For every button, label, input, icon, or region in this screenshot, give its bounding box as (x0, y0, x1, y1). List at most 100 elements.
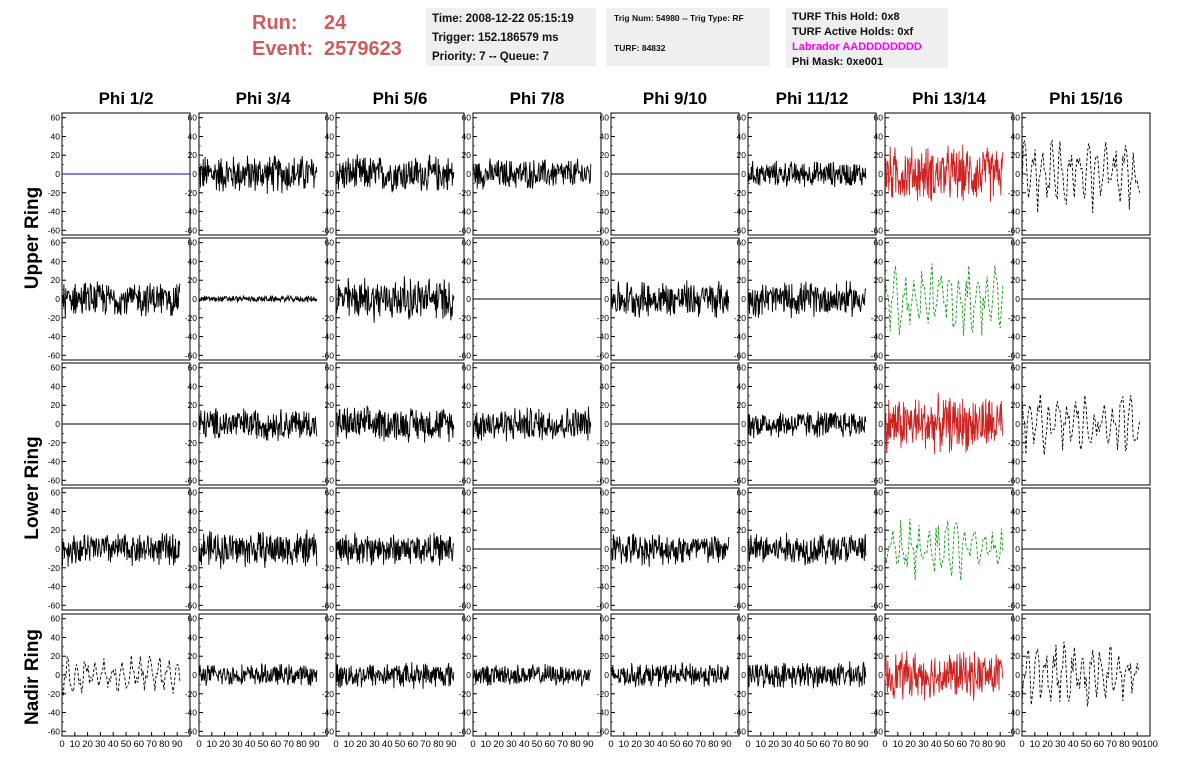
y-tick-label-r4-c8: -60 (1008, 600, 1021, 610)
y-tick-label-r2-c6: -40 (734, 332, 747, 342)
waveform-r2-c1 (61, 281, 181, 318)
y-tick-label-r4-c7: -20 (871, 563, 884, 573)
y-tick-label-r4-c7: 0 (878, 544, 883, 554)
y-tick-label-r4-c8: 0 (1015, 544, 1020, 554)
x-tick-label-c3: 20 (356, 739, 367, 750)
x-tick-label-c2: 70 (283, 739, 294, 750)
time-info-box: Time: 2008-12-22 05:15:19 Trigger: 152.1… (426, 8, 596, 66)
y-tick-label-r1-c6: 20 (737, 150, 747, 160)
y-tick-label-r1-c6: 40 (737, 131, 747, 141)
y-tick-label-r2-c4: -20 (459, 313, 472, 323)
y-tick-label-r3-c8: 0 (1015, 419, 1020, 429)
y-tick-label-r1-c5: -60 (597, 225, 610, 235)
waveform-r4-c7 (884, 518, 1004, 581)
y-tick-label-r1-c7: 60 (874, 113, 884, 123)
y-tick-label-r2-c7: 60 (874, 238, 884, 248)
y-tick-label-r1-c3: 40 (325, 131, 335, 141)
x-tick-label-c2: 40 (245, 739, 256, 750)
y-tick-label-r2-c3: -60 (322, 350, 335, 360)
y-tick-label-r5-c2: -60 (185, 726, 198, 736)
y-tick-label-r5-c8: -40 (1008, 708, 1021, 718)
y-tick-label-r3-c4: 40 (462, 381, 472, 391)
x-tick-label-c6: 90 (858, 739, 869, 750)
y-tick-label-r1-c8: 0 (1015, 169, 1020, 179)
x-tick-label-c8: 60 (1094, 739, 1105, 750)
x-tick-label-c8: 80 (1119, 739, 1130, 750)
y-tick-label-r2-c8: 60 (1011, 238, 1021, 248)
y-tick-label-r1-c5: 60 (600, 113, 610, 123)
y-tick-label-r1-c3: 0 (329, 169, 334, 179)
y-tick-label-r4-c2: -40 (185, 582, 198, 592)
y-tick-label-r1-c4: 40 (462, 131, 472, 141)
y-tick-label-r1-c4: -60 (459, 225, 472, 235)
y-tick-label-r1-c7: 0 (878, 169, 883, 179)
y-tick-label-r1-c2: 40 (188, 131, 198, 141)
x-tick-label-c8: 100 (1142, 739, 1158, 750)
y-tick-label-r3-c5: 40 (600, 381, 610, 391)
y-tick-label-r3-c2: 0 (192, 419, 197, 429)
y-tick-label-r1-c5: 40 (600, 131, 610, 141)
x-tick-label-c8: 40 (1068, 739, 1079, 750)
y-tick-label-r1-c5: -40 (597, 207, 610, 217)
y-tick-label-r4-c7: 20 (874, 525, 884, 535)
y-tick-label-r1-c2: 60 (188, 113, 198, 123)
x-tick-label-c7: 30 (918, 739, 929, 750)
y-tick-label-r2-c5: -20 (597, 313, 610, 323)
y-tick-label-r2-c1: 60 (51, 238, 61, 248)
y-tick-label-r2-c7: 40 (874, 256, 884, 266)
waveform-r5-c3 (335, 662, 455, 689)
y-tick-label-r1-c5: 20 (600, 150, 610, 160)
y-tick-label-r1-c8: -40 (1008, 207, 1021, 217)
y-tick-label-r1-c7: -60 (871, 225, 884, 235)
x-tick-label-c1: 30 (95, 739, 106, 750)
y-tick-label-r4-c5: -40 (597, 582, 610, 592)
y-tick-label-r3-c6: -40 (734, 457, 747, 467)
panel-frame-r5-c4 (472, 613, 602, 737)
x-tick-label-c6: 80 (845, 739, 856, 750)
y-tick-label-r5-c5: -20 (597, 689, 610, 699)
x-tick-label-c6: 50 (807, 739, 818, 750)
y-tick-label-r5-c7: -20 (871, 689, 884, 699)
y-tick-label-r2-c3: -40 (322, 332, 335, 342)
y-tick-label-r5-c3: -60 (322, 726, 335, 736)
y-tick-label-r5-c1: -60 (48, 726, 61, 736)
y-tick-label-r3-c2: -40 (185, 457, 198, 467)
y-tick-label-r4-c7: 60 (874, 488, 884, 498)
y-tick-label-r1-c8: -60 (1008, 225, 1021, 235)
y-tick-label-r5-c3: 60 (325, 614, 335, 624)
y-tick-label-r5-c6: 60 (737, 614, 747, 624)
y-tick-label-r2-c2: -40 (185, 332, 198, 342)
y-tick-label-r2-c7: -60 (871, 350, 884, 360)
x-tick-label-c4: 60 (545, 739, 556, 750)
y-tick-label-r3-c5: 20 (600, 400, 610, 410)
x-tick-label-c8: 30 (1055, 739, 1066, 750)
y-tick-label-r2-c7: -40 (871, 332, 884, 342)
y-tick-label-r5-c3: -20 (322, 689, 335, 699)
y-tick-label-r2-c2: 40 (188, 256, 198, 266)
y-tick-label-r5-c5: 60 (600, 614, 610, 624)
y-tick-label-r3-c6: 40 (737, 381, 747, 391)
waveform-r2-c2 (198, 294, 318, 304)
y-tick-label-r2-c6: -60 (734, 350, 747, 360)
y-tick-label-r5-c6: 0 (741, 670, 746, 680)
x-tick-label-c4: 40 (519, 739, 530, 750)
y-tick-label-r1-c6: 60 (737, 113, 747, 123)
panel-frame-r2-c7 (884, 237, 1014, 361)
y-tick-label-r4-c2: 20 (188, 525, 198, 535)
y-tick-label-r4-c8: 40 (1011, 506, 1021, 516)
y-tick-label-r4-c4: 20 (462, 525, 472, 535)
y-tick-label-r4-c4: -60 (459, 600, 472, 610)
y-tick-label-r1-c6: -40 (734, 207, 747, 217)
x-tick-label-c5: 80 (708, 739, 719, 750)
y-tick-label-r3-c1: -60 (48, 475, 61, 485)
y-tick-label-r1-c5: -20 (597, 188, 610, 198)
y-tick-label-r2-c5: -40 (597, 332, 610, 342)
y-tick-label-r5-c4: -60 (459, 726, 472, 736)
waveform-r1-c4 (472, 158, 592, 190)
y-tick-label-r1-c4: 20 (462, 150, 472, 160)
y-tick-label-r3-c1: 40 (51, 381, 61, 391)
y-tick-label-r5-c2: -40 (185, 708, 198, 718)
event-label: Event: (252, 38, 314, 60)
waveform-r5-c2 (198, 662, 318, 686)
y-tick-label-r5-c1: 0 (55, 670, 60, 680)
